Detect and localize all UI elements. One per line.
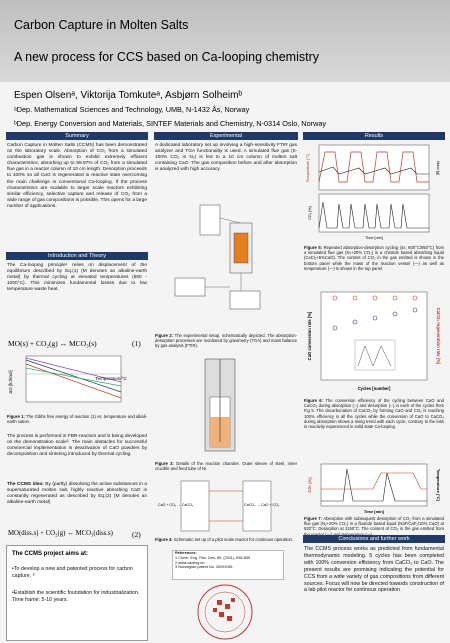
references-box bbox=[172, 550, 284, 580]
figure-5: Temperature [°C] Mass [g] CO₂ [%] Time [… bbox=[306, 144, 440, 240]
aims-bullet: •Establish the scientific foundation for… bbox=[12, 590, 140, 604]
figure-caption: Figure 4: Schematic set up of a pilot sc… bbox=[155, 537, 297, 542]
caption-label: Figure 2: bbox=[155, 333, 174, 338]
figure-caption: Figure 5: Repeated absorption-desorption… bbox=[304, 245, 444, 271]
intro-text-2: The process is performed in FBR-reactors… bbox=[7, 434, 147, 458]
caption-label: Figure 6: bbox=[304, 398, 324, 403]
figure-4: CaO + CO₂ → CaCO₃ CaCO₃ → CaO + CO₂ bbox=[158, 480, 280, 532]
equation: MO(diss.s) + CO₂(g) ↔ MCO₃(diss.s) bbox=[8, 530, 113, 537]
y-axis-label: CaCO₃ regeneration rate [%] bbox=[436, 308, 441, 365]
references: References: 1 Chem. Eng. Res. Des. 89, (… bbox=[175, 551, 281, 570]
section-heading: Experimental bbox=[154, 132, 298, 140]
reference: 1 Chem. Eng. Res. Des. 89, (2011), 836-8… bbox=[175, 555, 251, 560]
caption-text: The conversion efficiency of the cycling… bbox=[304, 398, 445, 430]
aims-heading: The CCMS project aims at: bbox=[12, 551, 89, 557]
caption-text: The experimental setup, schematically de… bbox=[155, 333, 298, 349]
figure-caption: Figure 7: Absorption with subsequent des… bbox=[304, 516, 444, 537]
figure-caption: Figure 3: Details of the reaction chambe… bbox=[155, 461, 297, 471]
caption-label: Figure 1: bbox=[7, 414, 25, 419]
idea-lead: The CCMS idea: bbox=[7, 482, 44, 487]
section-heading: Conclusions and further work bbox=[303, 535, 445, 543]
caption-label: Figure 7: bbox=[304, 516, 323, 521]
caption-text: Repeated absorption-desorption cycling (… bbox=[304, 245, 444, 271]
y-axis-label: Mass [g] bbox=[436, 161, 440, 175]
y-axis-label: Temperature [°C] bbox=[306, 154, 310, 183]
figure-caption: Figure 2: The experimental setup, schema… bbox=[155, 333, 297, 349]
intro-text: The Ca-looping principle¹ relies on disp… bbox=[7, 263, 147, 293]
figure-1: ΔG [kJ/mol] Temperature/°C bbox=[8, 355, 128, 403]
x-axis-label: Time [min] bbox=[365, 236, 383, 240]
summary-text: Carbon Capture in Molten Salts (CCMS) ha… bbox=[7, 143, 147, 209]
aims-bullet: •To develop a new and patented process f… bbox=[12, 566, 140, 580]
figure-caption: Figure 6: The conversion efficiency of t… bbox=[304, 398, 444, 429]
affiliation: ᵇDep. Energy Conversion and Materials, S… bbox=[14, 119, 327, 128]
figure-7: CO₂ [%] Temperature [°C] Time [min] bbox=[307, 463, 441, 514]
idea-body: By (partly) dissolving the active substa… bbox=[7, 482, 147, 506]
equation-number: (2) bbox=[132, 530, 141, 539]
reference: 2 www.caoling.eu bbox=[175, 560, 205, 565]
bullet-mark: • bbox=[12, 590, 14, 596]
authors: Espen Olsenᵃ, Viktorija Tomkuteᵃ, Asbjør… bbox=[14, 90, 243, 101]
caption-label: Figure 3: bbox=[155, 461, 174, 466]
y-axis-label: CaO conversion rate [%] bbox=[307, 311, 312, 360]
title: Carbon Capture in Molten Salts bbox=[14, 18, 189, 32]
y-axis-label: CO₂ [%] bbox=[308, 206, 312, 220]
y-axis-label: ΔG [kJ/mol] bbox=[8, 370, 13, 393]
experimental-text: A dedicated laboratory set up involving … bbox=[155, 143, 297, 173]
header-band bbox=[0, 0, 450, 82]
bullet-text: Establish the scientific foundation for … bbox=[12, 590, 140, 603]
conclusions-text: The CCMS process works as predicted from… bbox=[304, 546, 444, 594]
caption-text: Details of the reaction chamber. Outer s… bbox=[155, 461, 297, 472]
y-axis-label: Temperature [°C] bbox=[436, 469, 441, 502]
bullet-text: To develop a new and patented process fo… bbox=[12, 566, 133, 579]
caption-text: The Gibbs free energy of reaction (1) vs… bbox=[7, 414, 147, 425]
figure-6: CaO conversion rate [%] CaCO₃ regenerati… bbox=[307, 291, 441, 391]
equation-number: (1) bbox=[132, 339, 141, 348]
subtitle: A new process for CCS based on Ca-loopin… bbox=[14, 50, 320, 64]
affiliation: ᵃDep. Mathematical Sciences and Technolo… bbox=[14, 105, 250, 114]
reactor-label: CaO + CO₂ → CaCO₃ bbox=[158, 503, 194, 507]
aims-box bbox=[6, 545, 148, 641]
x-axis-label: Time [min] bbox=[364, 509, 385, 514]
bullet-mark: • bbox=[12, 566, 14, 572]
reference: 3 Norwegian patent No. 20091081 bbox=[175, 565, 233, 570]
caption-text: Schematic set up of a pilot scale reacto… bbox=[173, 537, 294, 542]
caption-text: Absorption with subsequent desorption of… bbox=[304, 516, 445, 537]
idea-text: The CCMS idea: By (partly) dissolving th… bbox=[7, 482, 147, 506]
section-heading: Results bbox=[303, 132, 445, 140]
figure-3 bbox=[204, 358, 236, 452]
reactor-label: CaCO₃ → CaO + CO₂ bbox=[244, 503, 280, 507]
references-heading: References: bbox=[175, 551, 197, 555]
x-axis-label: Cycles [number] bbox=[358, 386, 391, 391]
university-logo bbox=[197, 584, 253, 640]
section-heading: Introduction and Theory bbox=[6, 252, 148, 260]
section-heading: Summary bbox=[6, 132, 148, 140]
figure-2 bbox=[174, 204, 261, 310]
equation: MO(s) + CO₂(g) ↔ MCO₃(s) bbox=[8, 339, 97, 348]
figure-caption: Figure 1: The Gibbs free energy of react… bbox=[7, 414, 147, 424]
caption-label: Figure 4: bbox=[155, 537, 173, 542]
caption-label: Figure 5: bbox=[304, 245, 323, 250]
y-axis-label: CO₂ [%] bbox=[307, 477, 312, 493]
x-axis-label: Temperature/°C bbox=[95, 376, 127, 381]
